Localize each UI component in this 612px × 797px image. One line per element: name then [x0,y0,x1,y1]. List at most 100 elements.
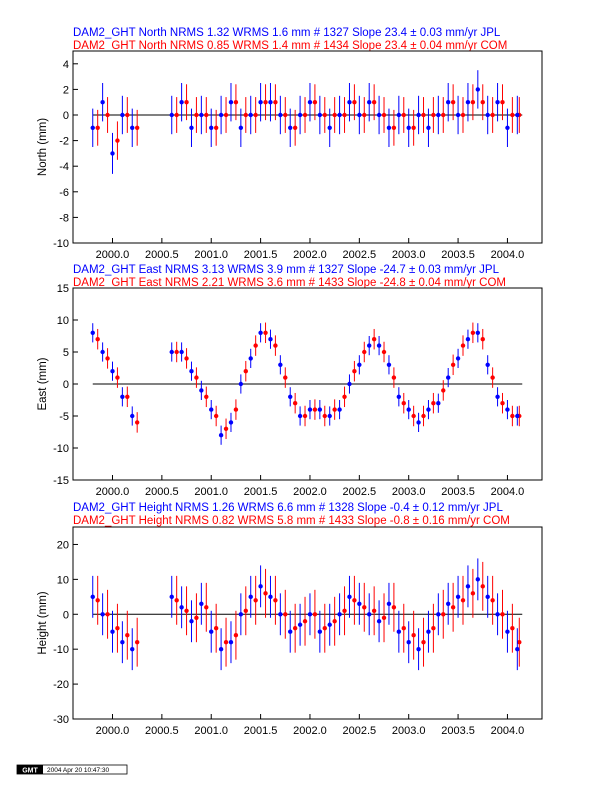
east-y-tick-label: -10 [53,443,69,455]
north-jpl-point [455,112,461,118]
height-y-axis-label: Height (mm) [37,591,49,654]
east-com-point [391,375,397,380]
north-com-point [283,112,288,118]
height-y-tick-label: -10 [53,644,69,656]
north-com-point [204,112,209,118]
east-com-point [273,343,278,348]
east-jpl-point [278,362,283,367]
height-com-point [292,626,298,631]
height-com-point [460,598,466,603]
gmt-logo-text: GMT [22,768,38,775]
height-com-point [470,591,476,596]
east-series-com [95,322,522,440]
height-com-point [263,591,268,596]
east-jpl-point [238,381,244,387]
height-y-tick-label: -20 [53,679,69,691]
east-jpl-point [120,394,125,399]
height-jpl-point [228,640,234,645]
north-jpl-point [367,100,372,105]
north-y-tick-label: 0 [63,110,69,122]
east-jpl-point [228,420,234,425]
north-com-point [342,112,347,118]
north-x-tick-label: 2000.0 [96,249,130,261]
north-com-point [263,100,268,105]
north-jpl-point [347,100,352,105]
east-x-tick-label: 2000.5 [145,486,179,498]
north-jpl-point [337,112,342,118]
north-com-point [223,112,229,118]
east-jpl-point [169,349,174,355]
north-jpl-point [218,112,224,118]
east-series-jpl [90,323,520,445]
height-jpl-point [179,605,184,610]
height-com-point [253,598,258,603]
east-com-point [194,375,199,380]
north-jpl-point [120,112,125,118]
east-com-point [105,356,110,361]
height-jpl-point [100,612,105,617]
east-com-point [460,343,466,348]
north-jpl-point [100,100,105,105]
height-com-point [450,605,456,610]
north-com-point [470,100,476,105]
east-jpl-point [337,407,342,412]
height-com-point [401,626,406,631]
east-y-tick-label: -15 [53,475,69,487]
height-y-tick-label: 0 [63,609,69,621]
east-com-point [95,337,100,342]
height-jpl-point [218,646,224,652]
height-com-point [510,626,515,631]
height-jpl-point [485,594,490,600]
east-jpl-point [90,330,95,335]
east-com-point [450,362,456,367]
north-com-point [500,100,505,105]
height-x-tick-label: 2001.5 [244,725,278,737]
north-com-point [381,112,387,118]
north-com-point [134,125,140,130]
height-x-ticks: 2000.0 2000.5 2001.0 2001.5 2002.0 2002.5 2003… [96,714,524,737]
height-y-tick-label: 10 [57,574,69,586]
east-jpl-point [100,349,105,355]
height-com-point [223,640,229,645]
east-com-point [441,388,446,393]
east-x-ticks: 2000.0 2000.5 2001.0 2001.5 2002.0 2002.5 2003… [96,475,524,498]
height-com-point [371,608,377,613]
height-jpl-point [169,594,174,600]
east-com-point [480,337,485,342]
east-y-tick-label: 10 [57,315,69,327]
height-jpl-point [199,601,204,606]
east-x-tick-label: 2002.0 [293,486,327,498]
north-jpl-point [317,112,323,118]
gmt-timestamp-stamp: GMT 2004 Apr 20 10:47:30 [16,764,128,775]
height-com-point [362,605,367,610]
height-jpl-point [367,612,372,617]
east-data-marks [90,322,523,445]
east-jpl-point [436,401,441,406]
east-jpl-point [317,407,323,412]
east-com-point [302,413,308,419]
height-title-com: DAM2_GHT Height NRMS 0.82 WRMS 5.8 mm # … [73,515,510,527]
north-com-point [391,125,397,130]
height-com-point [421,640,426,645]
height-y-tick-label: 20 [57,539,69,551]
north-com-point [450,100,456,105]
north-y-tick-label: -6 [59,187,69,199]
north-y-tick-label: -2 [59,136,69,148]
east-title-com: DAM2_GHT East NRMS 2.21 WRMS 3.6 mm # 14… [73,277,506,289]
east-com-point [401,401,406,406]
east-com-point [263,330,268,335]
height-com-point [105,612,110,617]
north-jpl-point [238,125,244,130]
north-y-ticks: -10 -8 -6 -4 -2 0 2 4 [53,59,78,250]
north-jpl-point [475,87,481,92]
north-com-point [371,100,377,105]
height-jpl-point [475,577,481,582]
height-jpl-point [90,594,95,600]
height-com-point [283,612,288,617]
height-jpl-point [110,629,115,634]
height-jpl-point [268,594,273,600]
east-jpl-point [248,356,253,361]
north-com-point [510,112,515,118]
